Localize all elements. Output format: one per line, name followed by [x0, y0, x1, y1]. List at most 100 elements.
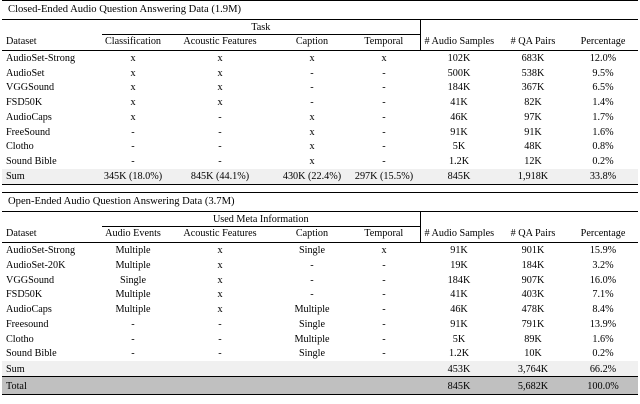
cell-percentage: 1.6%: [592, 333, 614, 345]
table-row: AudioCaps Multiple x Multiple - 46K 478K…: [2, 302, 638, 317]
cell-qa-pairs: 97K: [524, 111, 542, 123]
header-classification: Classification: [104, 35, 162, 47]
cell-percentage: 0.2%: [592, 348, 614, 360]
table-gap: [2, 185, 638, 192]
cell-audio-samples: 5K: [452, 333, 466, 345]
cell-acoustic-features: -: [218, 348, 222, 360]
cell-classification: x: [130, 52, 136, 64]
table-row: Sound Bible - - Single - 1.2K 10K 0.2%: [2, 346, 638, 361]
cell-dataset: Clotho: [6, 141, 34, 153]
cell-audio-events: -: [131, 348, 135, 360]
cell-caption: -: [310, 289, 314, 301]
cell-temporal: -: [382, 141, 386, 153]
table-row: VGGSound Single x - - 184K 907K 16.0%: [2, 272, 638, 287]
header-audio-events: Audio Events: [105, 228, 161, 239]
cell-percentage: 0.2%: [592, 156, 614, 168]
cell-acoustic-features: -: [218, 126, 222, 138]
open-title-bottom-rule: [2, 211, 638, 212]
cell-percentage: 9.5%: [592, 67, 614, 79]
cell-audio-samples: 41K: [450, 97, 468, 109]
cell-dataset: Clotho: [6, 333, 34, 345]
cell-sum-audio-samples: 845K: [420, 168, 498, 185]
cell-audio-events: Multiple: [115, 259, 151, 271]
cell-total-spacer-4: [348, 377, 420, 395]
cell-dataset: AudioCaps: [6, 304, 52, 316]
cell-acoustic-features: x: [217, 67, 223, 79]
cell-dataset: AudioSet-20K: [6, 259, 66, 271]
closed-ended-bottom-rule: [2, 184, 638, 186]
cell-caption: -: [310, 82, 314, 94]
total-row: Total 845K 5,682K 100.0%: [2, 377, 638, 395]
cell-temporal: -: [382, 333, 386, 345]
cell-acoustic-features: -: [218, 318, 222, 330]
cell-qa-pairs: 478K: [521, 304, 545, 316]
cell-sum-acoustic-features: [164, 360, 276, 377]
header-qa-pairs: # QA Pairs: [510, 35, 556, 47]
header-acoustic-features: Acoustic Features: [183, 35, 257, 47]
sum-row: Sum 345K (18.0%) 845K (44.1%) 430K (22.4…: [2, 168, 638, 185]
table-row: AudioSet-20K Multiple x - - 19K 184K 3.2…: [2, 257, 638, 272]
cell-caption: Single: [298, 348, 326, 360]
table-row: FSD50K Multiple x - - 41K 403K 7.1%: [2, 287, 638, 302]
cell-audio-samples: 91K: [450, 318, 468, 330]
table-row: AudioSet x x - - 500K 538K 9.5%: [2, 65, 638, 80]
header-acoustic-features: Acoustic Features: [183, 228, 257, 239]
cell-dataset: Freesound: [6, 318, 49, 330]
cell-classification: x: [130, 82, 136, 94]
cell-percentage: 0.8%: [592, 141, 614, 153]
cell-classification: x: [130, 97, 136, 109]
cell-qa-pairs: 683K: [521, 52, 545, 64]
cell-temporal: -: [382, 111, 386, 123]
cell-audio-samples: 184K: [447, 82, 471, 94]
cell-temporal: -: [382, 126, 386, 138]
cell-temporal: x: [381, 245, 387, 257]
header-dataset: Dataset: [6, 35, 37, 47]
cell-audio-samples: 1.2K: [448, 156, 470, 168]
table-row: Sound Bible - - x - 1.2K 12K 0.2%: [2, 154, 638, 169]
cell-total-audio-samples: 845K: [420, 377, 498, 395]
cell-total-spacer-2: [164, 377, 276, 395]
cell-acoustic-features: -: [218, 111, 222, 123]
cell-sum-percentage: 66.2%: [568, 360, 638, 377]
header-percentage: Percentage: [580, 35, 626, 47]
cell-dataset: AudioSet-Strong: [6, 245, 76, 257]
cell-acoustic-features: x: [217, 274, 223, 286]
cell-audio-samples: 184K: [447, 274, 471, 286]
table-row: Freesound - - Single - 91K 791K 13.9%: [2, 317, 638, 332]
cell-temporal: -: [382, 97, 386, 109]
cell-dataset: AudioCaps: [6, 111, 52, 123]
cell-caption: -: [310, 259, 314, 271]
cell-qa-pairs: 82K: [524, 97, 542, 109]
cell-dataset: AudioSet: [6, 67, 45, 79]
cell-sum-temporal: [348, 360, 420, 377]
cell-acoustic-features: x: [217, 97, 223, 109]
closed-ended-table: Closed-Ended Audio Question Answering Da…: [2, 0, 638, 186]
header-dataset: Dataset: [6, 228, 37, 239]
cell-qa-pairs: 901K: [521, 245, 545, 257]
cell-qa-pairs: 89K: [524, 333, 542, 345]
cell-percentage: 7.1%: [592, 289, 614, 301]
cell-percentage: 16.0%: [589, 274, 617, 286]
cell-temporal: -: [382, 304, 386, 316]
open-ended-title-row: Open-Ended Audio Question Answering Data…: [2, 193, 638, 211]
open-ended-top-rule: [2, 192, 638, 194]
cell-sum-label: Sum: [2, 360, 102, 377]
cell-audio-events: -: [131, 333, 135, 345]
cell-audio-samples: 46K: [450, 304, 468, 316]
cell-caption: -: [310, 67, 314, 79]
cell-temporal: -: [382, 274, 386, 286]
cell-acoustic-features: x: [217, 304, 223, 316]
open-ended-title: Open-Ended Audio Question Answering Data…: [8, 195, 235, 207]
cell-qa-pairs: 10K: [524, 348, 542, 360]
title-bottom-rule: [2, 18, 638, 20]
cell-audio-events: Multiple: [115, 304, 151, 316]
cell-dataset: FSD50K: [6, 289, 43, 301]
header-percentage: Percentage: [580, 228, 626, 239]
cell-percentage: 1.6%: [592, 126, 614, 138]
cell-sum-acoustic-features: 845K (44.1%): [164, 168, 276, 185]
cell-percentage: 1.7%: [592, 111, 614, 123]
cell-percentage: 3.2%: [592, 259, 614, 271]
cell-sum-classification: 345K (18.0%): [102, 168, 164, 185]
closed-ended-title-row: Closed-Ended Audio Question Answering Da…: [2, 1, 638, 19]
cell-temporal: -: [382, 348, 386, 360]
